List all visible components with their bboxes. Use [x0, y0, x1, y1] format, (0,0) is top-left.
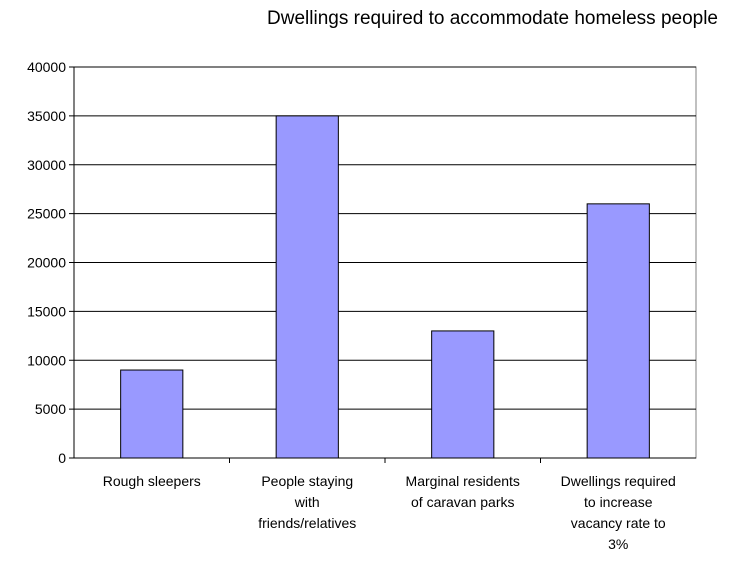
y-tick-label: 0 — [58, 450, 66, 466]
chart-title: Dwellings required to accommodate homele… — [267, 8, 718, 29]
y-tick-label: 35000 — [27, 108, 66, 124]
y-tick-label: 5000 — [35, 401, 66, 417]
bar — [586, 203, 650, 459]
x-category-label: Marginal residents of caravan parks — [406, 473, 520, 510]
bar — [431, 330, 495, 459]
bar — [120, 369, 184, 459]
y-tick-label: 30000 — [27, 157, 66, 173]
x-category-label: Rough sleepers — [103, 473, 201, 489]
x-category-label: People staying with friends/relatives — [258, 473, 356, 531]
y-tick-label: 15000 — [27, 303, 66, 319]
y-tick-label: 20000 — [27, 255, 66, 271]
y-tick-label: 40000 — [27, 59, 66, 75]
y-tick-label: 25000 — [27, 206, 66, 222]
bar — [275, 115, 339, 459]
x-category-label: Dwellings required to increase vacancy rat… — [561, 473, 676, 552]
y-tick-label: 10000 — [27, 352, 66, 368]
